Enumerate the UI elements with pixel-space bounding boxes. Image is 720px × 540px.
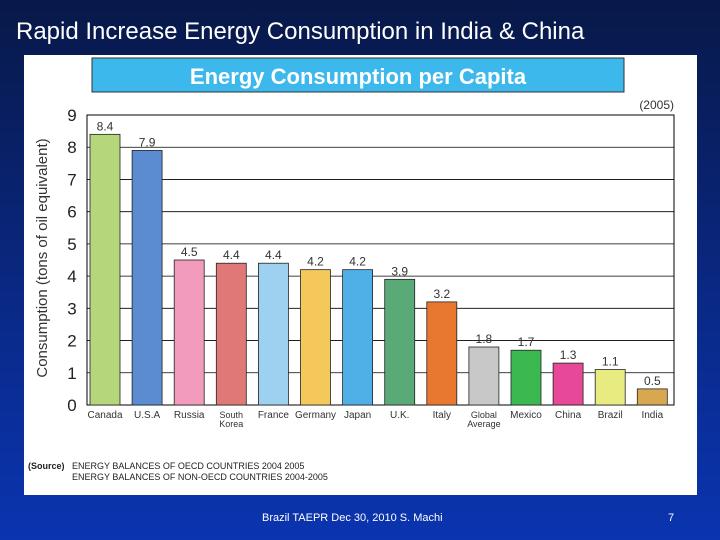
data-label: 1.8 [476,332,493,346]
bar [173,259,205,406]
y-tick-label: 6 [67,203,76,222]
y-tick-label: 9 [67,106,76,125]
plot-frame [86,114,675,406]
x-tick-label: France [258,410,290,421]
x-tick-label: Russia [174,410,205,421]
x-tick-label: China [555,410,582,421]
bar [342,269,374,406]
data-label: 1.1 [602,355,619,369]
y-tick-label: 3 [67,299,76,318]
source-line-2: ENERGY BALANCES OF NON-OECD COUNTRIES 20… [72,472,328,482]
data-label: 4.2 [307,255,324,269]
data-label: 3.2 [433,287,450,301]
x-tick-label: Global [471,410,497,420]
data-label: 4.4 [265,248,282,262]
y-tick-label: 2 [67,332,76,351]
x-tick-label: Canada [87,410,122,421]
bar [552,362,584,406]
source-line-1: ENERGY BALANCES OF OECD COUNTRIES 2004 2… [72,461,304,471]
data-label: 4.4 [223,248,240,262]
y-tick-label: 0 [67,396,76,415]
data-label: 7.9 [139,135,156,149]
bar [636,388,668,406]
bar [594,369,626,406]
y-axis-label: Consumption (tons of oil equivalent) [34,138,51,377]
chart-title: Energy Consumption per Capita [190,64,527,89]
x-tick-label: India [641,410,663,421]
x-tick-label: Japan [344,410,371,421]
bar [215,262,247,406]
data-label: 1.7 [518,335,535,349]
source-label: (Source) [28,461,65,471]
data-label: 4.2 [349,255,366,269]
page-number: 7 [668,512,675,524]
x-tick-label: South [220,410,244,420]
chart-subtitle: (2005) [639,98,674,112]
x-tick-label: Germany [295,410,336,421]
data-label: 3.9 [391,264,408,278]
bar [257,262,289,406]
bar [510,349,542,406]
x-tick-label: U.K. [390,410,409,421]
data-label: 8.4 [97,119,114,133]
y-tick-label: 8 [67,138,76,157]
bar [468,346,500,406]
x-tick-label: Mexico [510,410,542,421]
x-tick-label: Average [467,419,500,429]
data-label: 4.5 [181,245,198,259]
x-tick-label: Italy [433,410,451,421]
data-label: 1.3 [560,348,577,362]
y-tick-label: 4 [67,267,76,286]
y-tick-label: 1 [67,364,76,383]
x-tick-label: Brazil [598,410,623,421]
y-tick-label: 7 [67,170,76,189]
slide-title: Rapid Increase Energy Consumption in Ind… [16,18,585,45]
bar [131,150,163,406]
bar [89,133,121,406]
x-tick-label: Korea [219,419,243,429]
y-tick-label: 5 [67,235,76,254]
bar [384,278,416,406]
bar [426,301,458,406]
x-tick-label: U.S.A [134,410,160,421]
bar [300,269,331,406]
data-label: 0.5 [644,374,661,388]
chart-title-banner [91,57,625,93]
slide-footer: Brazil TAEPR Dec 30, 2010 S. Machi [262,512,443,524]
